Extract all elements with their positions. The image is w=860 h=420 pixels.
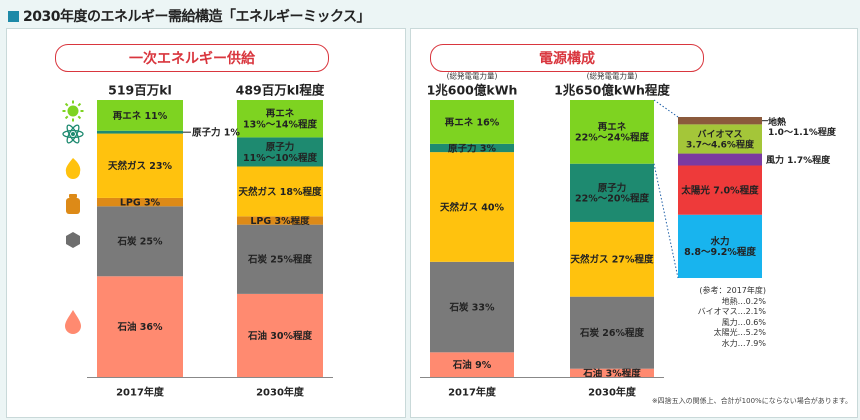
bar-segment-1-0-0 [430, 352, 514, 377]
bar-segment-0-0-3 [97, 133, 183, 198]
bar-segment-1-1-4 [570, 100, 654, 164]
x-tick-label-1-1: 2030年度 [588, 386, 637, 399]
data-label-0-1-1: 石炭 25%程度 [247, 254, 313, 266]
bar-segment-0-1-4 [237, 137, 323, 167]
bar-segment-0-1-5 [237, 100, 323, 138]
data-label-0-1-3: 天然ガス 18%程度 [238, 186, 322, 198]
sun-icon [62, 100, 84, 122]
breakdown-segment-3 [678, 124, 762, 154]
data-label-1-1-2: 天然ガス 27%程度 [570, 254, 654, 266]
total-note-1-1: (総発電電力量) [587, 71, 638, 81]
data-label-0-0-3: 天然ガス 23% [108, 160, 173, 172]
bar-segment-0-1-3 [237, 166, 323, 217]
flame-icon [65, 158, 81, 179]
breakdown-segment-4 [678, 117, 762, 125]
reference-item-wind: 風力…0.6% [721, 317, 766, 327]
data-label-1-0-3: 原子力 3% [448, 142, 496, 154]
title-marker [8, 10, 19, 22]
bar-segment-1-1-2 [570, 221, 654, 297]
data-label-0-0-0: 石油 36% [116, 321, 163, 333]
x-tick-label-1-0: 2017年度 [448, 386, 497, 399]
total-label-1-1: 1兆650億kWh程度 [554, 83, 670, 98]
reference-2017: (参考：2017年度) 地熱…0.2% バイオマス…2.1% 風力…0.6% 太… [662, 286, 766, 350]
data-label-0-0-2: LPG 3% [120, 198, 161, 209]
data-label-0-0-1: 石炭 25% [116, 236, 163, 248]
gas-canister-icon [66, 194, 80, 214]
page-title: 2030年度のエネルギー需給構造「エネルギーミックス」 [23, 9, 371, 25]
reference-item-biomass: バイオマス…2.1% [697, 307, 766, 317]
bar-segment-1-0-2 [430, 152, 514, 262]
breakdown-segment-1 [678, 165, 762, 215]
data-label-1-1-3: 原子力 22%〜20%程度 [575, 182, 649, 205]
breakdown-label-3: バイオマス 3.7〜4.6%程度 [686, 129, 755, 150]
data-label-1-0-4: 再エネ 16% [445, 117, 500, 128]
bar-segment-1-0-3 [430, 143, 514, 153]
total-label-0-0: 519百万kl [108, 83, 172, 98]
breakdown-label-2: 風力 1.7%程度 [766, 154, 831, 166]
oil-drop-icon [65, 310, 81, 334]
data-label-1-1-0: 石油 3%程度 [582, 367, 641, 379]
bar-segment-0-0-1 [97, 206, 183, 277]
bar-segment-0-0-2 [97, 197, 183, 207]
data-label-1-0-1: 石炭 33% [448, 301, 495, 313]
data-label-0-1-4: 原子力 11%〜10%程度 [243, 141, 317, 164]
atom-icon [62, 124, 84, 144]
primary-energy-panel [6, 28, 406, 418]
total-label-0-1: 489百万kl程度 [236, 83, 325, 98]
page-header: 2030年度のエネルギー需給構造「エネルギーミックス」 [8, 6, 371, 26]
bar-segment-0-1-2 [237, 216, 323, 225]
data-label-1-0-0: 石油 9% [452, 359, 492, 371]
data-label-1-0-2: 天然ガス 40% [440, 201, 505, 213]
data-label-1-1-4: 再エネ 22%〜24%程度 [575, 122, 649, 144]
reference-item-solar: 太陽光…5.2% [713, 328, 766, 338]
power-mix-title: 電源構成 [430, 44, 704, 72]
reference-title: (参考：2017年度) [699, 286, 766, 295]
breakdown-label-4: 地熱 1.0〜1.1%程度 [768, 116, 837, 138]
breakdown-label-0: 水力 8.8〜9.2%程度 [684, 235, 756, 258]
x-tick-label-0-1: 2030年度 [256, 386, 305, 399]
bar-segment-0-0-4 [97, 130, 183, 134]
breakdown-segment-0 [678, 214, 762, 278]
bar-segment-1-1-1 [570, 296, 654, 369]
bar-segment-0-0-0 [97, 276, 183, 377]
breakdown-label-1: 太陽光 7.0%程度 [681, 185, 759, 197]
reference-item-hydro: 水力…7.9% [721, 338, 766, 348]
bar-segment-1-1-3 [570, 163, 654, 222]
bar-segment-0-1-0 [237, 293, 323, 377]
coal-hexagon-icon [66, 232, 80, 248]
data-label-0-1-0: 石油 30%程度 [247, 330, 313, 342]
primary-energy-title: 一次エネルギー供給 [55, 44, 329, 72]
bar-segment-0-1-1 [237, 224, 323, 294]
bar-segment-1-0-1 [430, 261, 514, 353]
breakdown-connector-top [653, 99, 679, 118]
total-label-1-0: 1兆600億kWh [427, 83, 518, 98]
footnote: ※四捨五入の関係上、合計が100%にならない場合があります。 [651, 397, 852, 405]
x-tick-label-0-0: 2017年度 [116, 386, 165, 399]
bar-segment-0-0-5 [97, 100, 183, 131]
data-label-0-1-2: LPG 3%程度 [250, 215, 310, 227]
bar-segment-1-0-4 [430, 100, 514, 144]
total-note-1-0: (総発電電力量) [447, 71, 498, 81]
data-label-1-1-1: 石炭 26%程度 [579, 327, 645, 339]
data-label-0-0-5: 再エネ 11% [113, 111, 168, 122]
bar-segment-1-1-0 [570, 368, 654, 377]
data-label-0-1-5: 再エネ 13%〜14%程度 [243, 109, 317, 131]
breakdown-segment-2 [678, 153, 762, 166]
reference-item-geothermal: 地熱…0.2% [721, 296, 766, 306]
data-label-nuclear-2017-callout: 原子力 1% [192, 127, 240, 139]
breakdown-connector-bottom [653, 163, 679, 279]
